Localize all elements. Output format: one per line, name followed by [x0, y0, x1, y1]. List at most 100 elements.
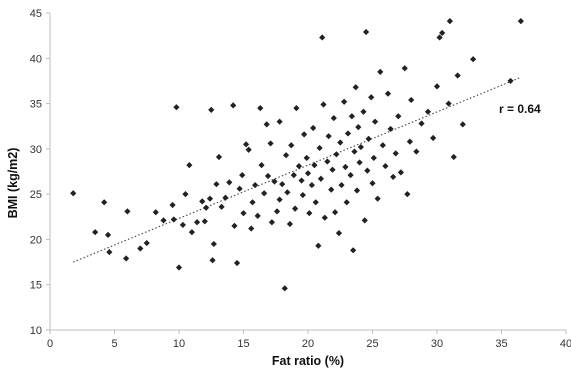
data-point [312, 199, 319, 206]
data-point [306, 210, 313, 217]
data-point [337, 139, 344, 146]
data-point [319, 34, 326, 41]
data-point [104, 231, 112, 238]
data-point [369, 180, 376, 187]
data-point [282, 152, 290, 159]
data-point [263, 121, 270, 128]
data-point [331, 209, 339, 216]
data-point [268, 219, 275, 226]
data-point [173, 104, 180, 111]
data-point [321, 214, 328, 221]
data-point [446, 18, 453, 25]
data-point [350, 247, 357, 254]
data-point [384, 90, 392, 97]
data-point [70, 190, 77, 197]
data-point [124, 208, 131, 215]
data-point [397, 169, 404, 176]
data-point [170, 216, 177, 223]
data-point [226, 179, 233, 186]
data-point [276, 118, 283, 125]
data-point [329, 166, 336, 173]
data-point [210, 240, 217, 248]
y-tick-label: 45 [30, 8, 42, 20]
data-point [413, 148, 420, 155]
y-tick-label: 40 [30, 53, 42, 65]
data-point [404, 191, 411, 198]
data-point [299, 191, 306, 199]
labels-layer: Fat ratio (%) BMI (kg/m2) r = 0.64 [6, 102, 541, 368]
data-point [279, 181, 286, 188]
data-point [271, 178, 278, 185]
x-tick-label: 15 [237, 338, 249, 350]
data-point [341, 98, 348, 105]
data-point [101, 199, 108, 206]
data-point [286, 220, 294, 228]
data-point [188, 229, 195, 236]
x-tick-label: 5 [111, 338, 117, 350]
data-point [335, 229, 343, 237]
data-point [368, 94, 375, 101]
data-point [199, 198, 206, 205]
data-point [288, 142, 295, 149]
data-point [284, 189, 291, 196]
data-point [353, 187, 361, 194]
data-point [292, 205, 299, 212]
data-point [374, 195, 381, 202]
data-point [436, 34, 443, 41]
data-point [281, 285, 288, 292]
data-point [257, 105, 264, 112]
data-point [236, 185, 243, 192]
data-point [392, 150, 399, 157]
data-point [406, 138, 414, 145]
data-point [209, 257, 216, 264]
data-point [245, 146, 252, 153]
data-point [355, 124, 362, 131]
data-point [328, 186, 335, 193]
x-axis-title: Fat ratio (%) [272, 354, 344, 368]
data-point [317, 175, 324, 182]
data-point [123, 255, 130, 262]
data-point [352, 84, 359, 91]
data-point [215, 153, 223, 161]
data-point [308, 181, 315, 189]
data-point [249, 199, 256, 206]
data-point [218, 203, 225, 210]
data-point [206, 195, 214, 202]
data-point [377, 68, 384, 75]
data-point [298, 177, 305, 184]
data-point [169, 201, 176, 209]
data-point [338, 181, 345, 189]
data-point [360, 108, 367, 115]
data-point [433, 83, 441, 90]
data-point [276, 196, 283, 203]
x-tick-label: 0 [47, 338, 53, 350]
data-point [252, 181, 259, 189]
data-point [175, 264, 183, 271]
data-point [295, 162, 303, 170]
data-point [470, 56, 477, 63]
data-point [273, 208, 281, 215]
y-tick-label: 20 [30, 234, 42, 246]
x-tick-label: 35 [495, 338, 507, 350]
data-point [507, 77, 514, 85]
data-point [208, 106, 215, 114]
data-point [459, 121, 466, 128]
y-tick-label: 15 [30, 280, 42, 292]
x-tick-label: 20 [302, 338, 314, 350]
data-point [233, 259, 241, 267]
data-point [325, 133, 332, 140]
data-point [342, 163, 349, 171]
data-point [401, 65, 408, 72]
data-point [418, 120, 425, 127]
data-point [311, 162, 318, 169]
data-point [362, 28, 370, 36]
data-point [347, 172, 354, 179]
data-point [316, 144, 323, 152]
data-point [143, 239, 150, 247]
y-axis-title: BMI (kg/m2) [6, 148, 20, 219]
data-point [387, 125, 394, 133]
data-point [390, 173, 397, 181]
data-point [430, 134, 437, 142]
data-point [370, 154, 377, 162]
